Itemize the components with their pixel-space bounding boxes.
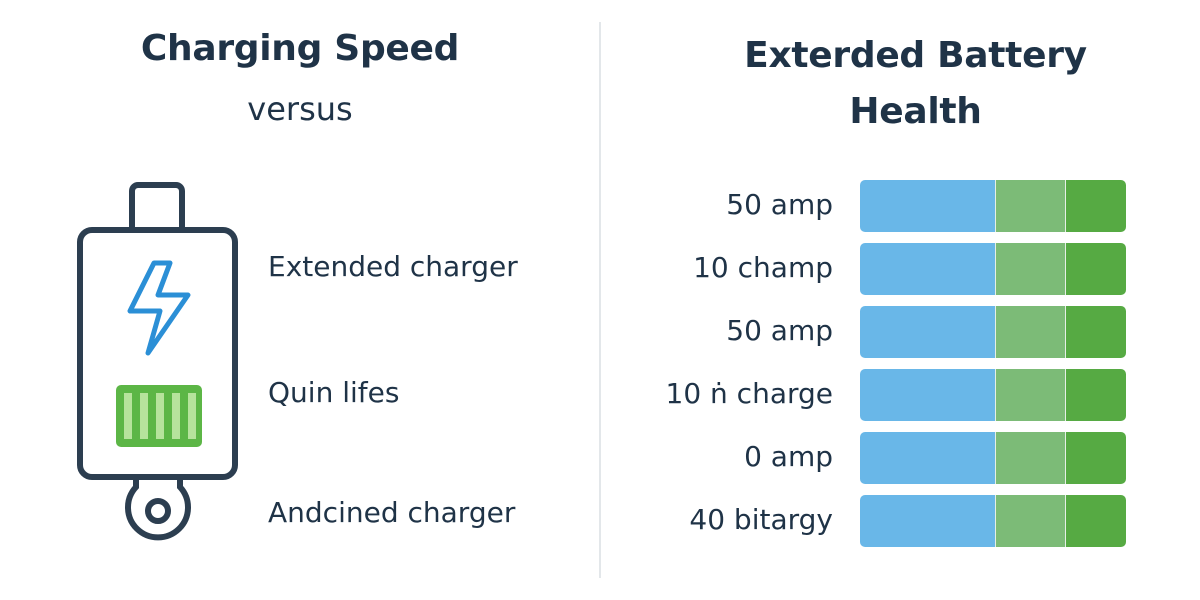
battery-health-bar (860, 306, 1126, 358)
right-title-line-1: Exterded Battery (744, 35, 1087, 76)
charge-level-icon (116, 385, 202, 447)
right-panel: Exterded Battery Health 50 amp 10 champ … (601, 0, 1200, 600)
bar-segment-light-green (995, 180, 1065, 232)
bar-segment-blue (860, 369, 995, 421)
battery-health-bar (860, 369, 1126, 421)
right-title: Exterded Battery Health (601, 28, 1200, 140)
bar-segment-blue (860, 432, 995, 484)
bar-segment-light-green (995, 369, 1065, 421)
bar-segment-green (1065, 243, 1126, 295)
battery-health-bar (860, 495, 1126, 547)
lightning-bolt-icon (127, 260, 191, 356)
battery-illustration (77, 182, 238, 541)
bar-row: 0 amp (601, 432, 1200, 486)
left-panel: Charging Speed versus Extended charger Q… (77, 28, 518, 541)
bar-segment-blue (860, 180, 995, 232)
battery-health-bar (860, 432, 1126, 484)
bar-segment-green (1065, 180, 1126, 232)
right-title-line-2: Health (849, 91, 982, 132)
bar-segment-light-green (995, 243, 1065, 295)
left-subtitle: versus (247, 90, 353, 128)
bar-segment-light-green (995, 306, 1065, 358)
bar-segment-blue (860, 495, 995, 547)
bar-row: 50 amp (601, 306, 1200, 360)
bar-segment-blue (860, 243, 995, 295)
feature-label-extended-charger: Extended charger (268, 250, 518, 283)
bar-segment-blue (860, 306, 995, 358)
bar-segment-green (1065, 432, 1126, 484)
bar-row-label: 40 bitargy (689, 503, 833, 536)
bar-row-label: 10 champ (693, 251, 833, 284)
feature-label-andcined-charger: Andcined charger (268, 496, 516, 529)
bar-row: 10 champ (601, 243, 1200, 297)
bar-row-label: 50 amp (726, 188, 833, 221)
bar-row: 40 bitargy (601, 495, 1200, 549)
battery-health-bar (860, 180, 1126, 232)
battery-terminal (129, 182, 185, 236)
bar-segment-green (1065, 495, 1126, 547)
bar-row: 50 amp (601, 180, 1200, 234)
bar-row: 10 ṅ charge (601, 369, 1200, 423)
panel-divider (599, 22, 601, 578)
bar-row-label: 50 amp (726, 314, 833, 347)
feature-label-quin-lifes: Quin lifes (268, 376, 400, 409)
battery-health-bar (860, 243, 1126, 295)
bar-row-label: 10 ṅ charge (665, 377, 834, 410)
connector-ring-icon (125, 480, 191, 541)
bar-segment-green (1065, 306, 1126, 358)
bar-segment-light-green (995, 495, 1065, 547)
bar-segment-green (1065, 369, 1126, 421)
left-title: Charging Speed (140, 28, 460, 69)
bar-row-label: 0 amp (744, 440, 833, 473)
bar-segment-light-green (995, 432, 1065, 484)
